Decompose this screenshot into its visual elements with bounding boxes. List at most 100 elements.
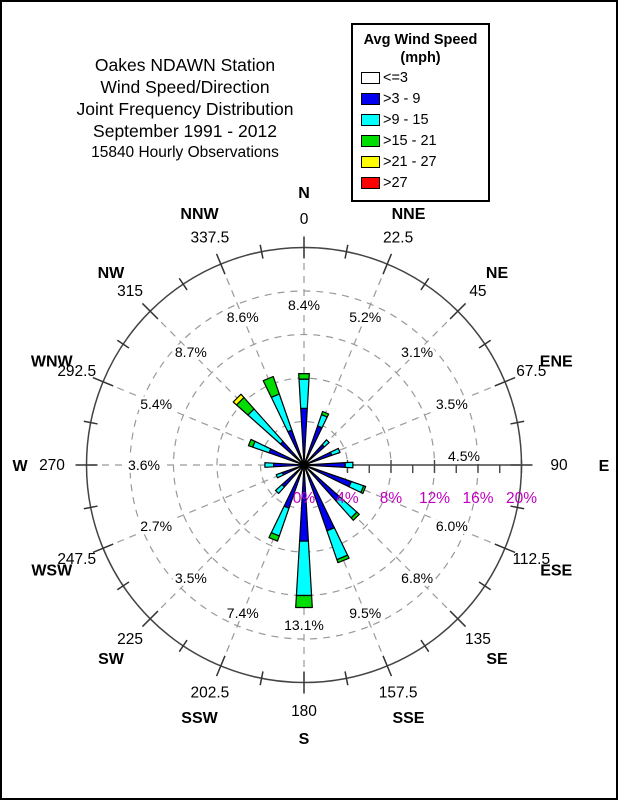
petal-N-segment xyxy=(298,373,310,380)
half-tick xyxy=(259,244,264,259)
half-tick xyxy=(116,339,130,349)
dir-name-N: N xyxy=(298,185,310,202)
half-tick xyxy=(178,639,188,653)
half-tick xyxy=(478,339,492,349)
legend-box: Avg Wind Speed (mph) <=3 >3 - 9 >9 - 15 … xyxy=(351,23,490,202)
petal-NNW-segment xyxy=(270,393,293,433)
dir-total-NNW: 8.6% xyxy=(227,309,259,325)
dir-total-NNE: 5.2% xyxy=(349,309,381,325)
dir-total-ESE: 6.0% xyxy=(436,518,468,534)
dir-name-SE: SE xyxy=(486,651,508,668)
dir-tick-SSE xyxy=(382,655,393,677)
dir-deg-SSE: 157.5 xyxy=(379,684,418,701)
petal-W-segment xyxy=(264,462,275,468)
half-tick xyxy=(510,420,525,425)
petal-NNE-segment xyxy=(320,410,330,418)
grid-spoke-ENE xyxy=(303,381,506,466)
dir-deg-NNW: 337.5 xyxy=(190,230,229,247)
dir-tick-ENE xyxy=(494,376,516,387)
radial-scale-label: 8% xyxy=(380,490,403,507)
dir-deg-WNW: 292.5 xyxy=(57,363,96,380)
grid-spoke-WNW xyxy=(102,381,305,466)
half-tick xyxy=(344,244,349,259)
dir-total-S: 13.1% xyxy=(284,617,324,633)
grid-spoke-ESE xyxy=(303,464,506,549)
dir-tick-ESE xyxy=(494,543,516,554)
legend-label: >9 - 15 xyxy=(383,111,429,128)
dir-total-NW: 8.7% xyxy=(175,344,207,360)
grid-spoke-SSW xyxy=(220,464,305,667)
grid-spoke-SSE xyxy=(303,464,388,667)
dir-total-SW: 3.5% xyxy=(175,570,207,586)
petal-WNW-segment xyxy=(247,438,256,448)
title-line-3: Joint Frequency Distribution xyxy=(76,99,294,119)
dir-deg-N: 0 xyxy=(300,211,309,228)
title-line-4: September 1991 - 2012 xyxy=(93,121,277,141)
petal-S-segment xyxy=(295,594,313,609)
grid-spoke-NE xyxy=(303,310,459,466)
legend-item: >27 xyxy=(353,172,488,193)
grid-spoke-SE xyxy=(303,464,459,620)
petal-SW-segment xyxy=(274,484,285,495)
legend-label: >21 - 27 xyxy=(383,153,437,170)
dir-deg-ESE: 112.5 xyxy=(512,551,550,568)
legend-swatch xyxy=(361,155,380,168)
dir-total-ENE: 3.5% xyxy=(436,396,468,412)
petal-NW-segment xyxy=(247,408,284,445)
legend-swatch xyxy=(361,71,380,84)
grid-spoke-WSW xyxy=(102,464,305,549)
half-tick xyxy=(83,420,98,425)
dir-total-SE: 6.8% xyxy=(401,570,433,586)
dir-deg-SSW: 202.5 xyxy=(190,684,229,701)
dir-name-S: S xyxy=(299,731,310,748)
half-tick xyxy=(420,639,430,653)
dir-name-NE: NE xyxy=(486,265,509,282)
dir-deg-SE: 135 xyxy=(465,631,491,648)
dir-deg-W: 270 xyxy=(39,457,65,474)
legend-title: Avg Wind Speed xyxy=(363,32,478,48)
half-tick xyxy=(344,671,349,686)
dir-deg-NE: 45 xyxy=(469,283,486,300)
half-tick xyxy=(478,581,492,591)
dir-tick-NNW xyxy=(215,253,226,275)
legend-swatch xyxy=(361,92,380,105)
legend-item: >3 - 9 xyxy=(353,88,488,109)
dir-name-SSW: SSW xyxy=(181,710,218,727)
petal-ESE-segment xyxy=(360,485,367,495)
half-tick xyxy=(116,581,130,591)
legend-swatch xyxy=(361,113,380,126)
dir-deg-NNE: 22.5 xyxy=(383,230,413,247)
legend-label: >27 xyxy=(383,174,408,191)
legend-item: >15 - 21 xyxy=(353,130,488,151)
dir-tick-SE xyxy=(449,610,467,628)
dir-deg-SW: 225 xyxy=(117,631,143,648)
dir-total-NE: 3.1% xyxy=(401,344,433,360)
dir-name-ENE: ENE xyxy=(540,354,573,371)
radial-scale-label: 20% xyxy=(506,490,537,507)
radial-scale-label: 12% xyxy=(419,490,450,507)
center-hub xyxy=(299,460,309,470)
grid-spoke-SW xyxy=(149,464,305,620)
half-tick xyxy=(420,277,430,291)
dir-tick-WSW xyxy=(92,543,114,554)
dir-name-WSW: WSW xyxy=(31,562,73,579)
dir-deg-NW: 315 xyxy=(117,283,143,300)
legend-swatch xyxy=(361,134,380,147)
dir-total-SSE: 9.5% xyxy=(349,605,381,621)
petal-ENE-segment xyxy=(329,447,341,456)
petal-SSW-segment xyxy=(270,505,290,537)
radial-scale-label: 4% xyxy=(336,490,359,507)
dir-name-SW: SW xyxy=(98,651,125,668)
petal-E-segment xyxy=(344,461,354,469)
petal-WSW-segment xyxy=(275,471,284,479)
half-tick xyxy=(259,671,264,686)
half-tick xyxy=(178,277,188,291)
radial-scale-label: 16% xyxy=(462,490,493,507)
dir-tick-NNE xyxy=(382,253,393,275)
petal-N-segment xyxy=(298,378,310,409)
grid-spoke-NNE xyxy=(303,263,388,466)
dir-name-NNW: NNW xyxy=(180,206,219,223)
legend-item: >9 - 15 xyxy=(353,109,488,130)
